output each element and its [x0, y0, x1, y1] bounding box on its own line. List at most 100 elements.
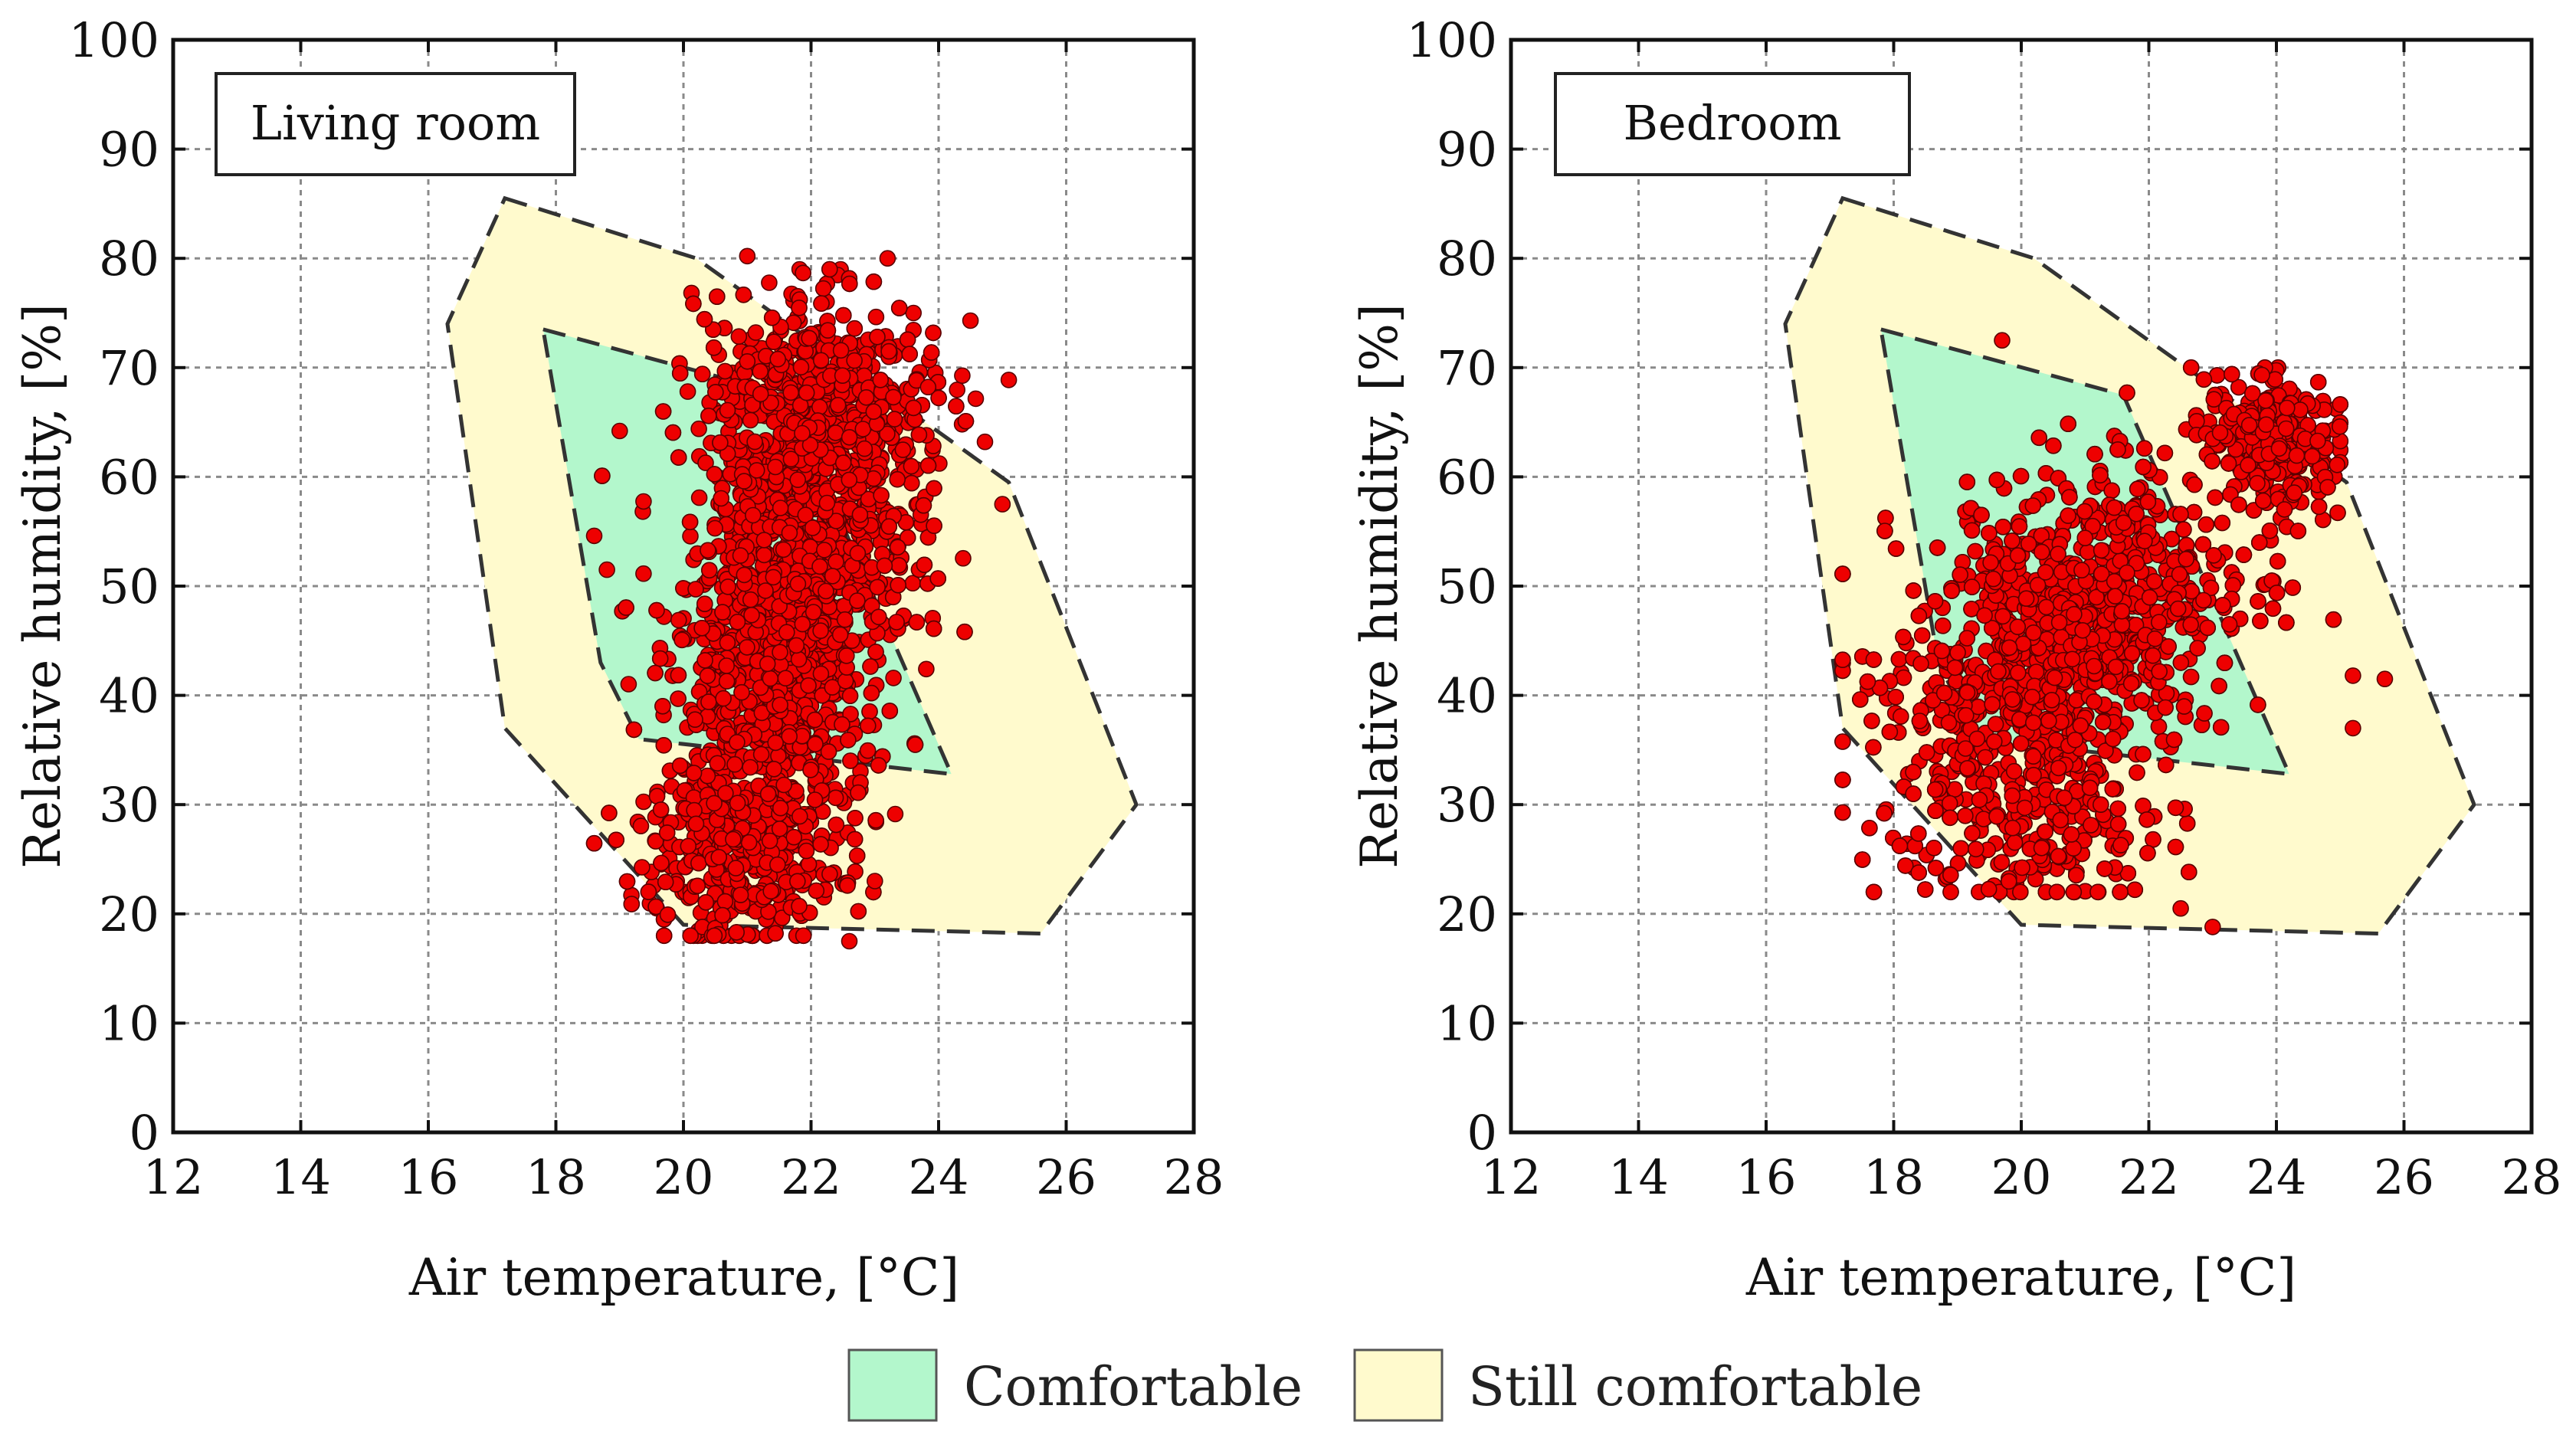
data-point [956, 623, 973, 641]
data-point [727, 860, 745, 876]
data-point [957, 412, 975, 430]
data-point [725, 831, 742, 848]
y-tick-label: 30 [99, 777, 159, 833]
data-point [697, 454, 714, 471]
data-point [873, 487, 890, 504]
data-point [886, 411, 903, 428]
data-point [794, 615, 811, 633]
data-point [714, 604, 731, 621]
data-point [709, 755, 726, 772]
data-point [842, 752, 859, 769]
data-point [742, 758, 759, 776]
data-point [812, 622, 829, 640]
data-point [846, 831, 864, 848]
data-point [730, 328, 748, 346]
data-point [700, 562, 718, 579]
data-point [700, 542, 716, 559]
data-point [808, 882, 825, 899]
data-point [899, 331, 916, 349]
y-axis-title: Relative humidity, [%] [13, 303, 72, 868]
data-point [812, 665, 830, 683]
data-point [925, 324, 942, 342]
data-point [841, 687, 859, 705]
data-point [827, 424, 844, 441]
data-point [916, 556, 933, 574]
data-point [611, 422, 628, 440]
data-point [759, 655, 776, 673]
data-point [682, 927, 700, 945]
data-point [819, 322, 837, 339]
data-point [811, 558, 828, 575]
data-point [761, 274, 778, 291]
data-point [828, 553, 844, 571]
data-point [889, 470, 906, 488]
data-point [635, 493, 652, 510]
data-point [867, 873, 883, 890]
data-point [910, 426, 928, 444]
data-point [652, 801, 670, 818]
data-point [962, 312, 979, 329]
data-point [679, 383, 696, 400]
data-point [785, 828, 802, 846]
data-point [653, 854, 670, 872]
data-point [929, 570, 946, 587]
data-point [890, 300, 908, 316]
data-point [772, 799, 789, 817]
data-point [632, 817, 650, 834]
data-point [789, 575, 807, 592]
data-point [841, 932, 858, 950]
data-point [620, 676, 637, 693]
data-point [733, 683, 750, 701]
data-point [879, 250, 896, 267]
data-point [890, 576, 906, 594]
y-tick-label: 10 [99, 995, 159, 1051]
data-point [839, 877, 856, 894]
data-point [598, 561, 615, 578]
chart-panel-bedroom: 12 14 16 18 20 22 24 26 280102030405060708090100… [1350, 12, 2561, 1307]
data-point [687, 581, 704, 598]
data-point [771, 821, 788, 837]
data-point [905, 399, 922, 417]
data-point [798, 842, 815, 860]
y-tick-label: 60 [99, 449, 159, 505]
chart-panel-living-room: 12 14 16 18 20 22 24 26 280102030405060708090100… [13, 12, 1224, 1307]
data-point [821, 260, 838, 278]
data-point [908, 614, 926, 631]
data-point [635, 565, 652, 582]
data-point [772, 696, 788, 713]
data-point [740, 834, 758, 851]
data-point [800, 856, 818, 873]
data-point [687, 711, 703, 729]
data-point [715, 690, 732, 707]
data-point [818, 494, 836, 512]
data-point [834, 367, 851, 385]
data-point [820, 743, 837, 760]
data-point [762, 670, 779, 687]
data-point [836, 611, 854, 628]
data-point [706, 466, 723, 483]
data-point [736, 473, 753, 490]
data-point [782, 384, 799, 401]
data-point [696, 595, 713, 613]
data-point [837, 673, 854, 690]
data-point [887, 805, 904, 823]
data-point [869, 578, 886, 596]
data-point [863, 684, 880, 702]
data-point [903, 474, 920, 492]
data-point [834, 454, 852, 471]
data-point [781, 524, 798, 542]
data-point [919, 378, 937, 396]
data-point [876, 557, 893, 575]
data-point [682, 528, 699, 545]
data-point [759, 785, 777, 803]
data-point [795, 927, 812, 945]
data-point [706, 927, 723, 945]
data-point [849, 592, 866, 609]
data-point [755, 532, 773, 549]
data-point [791, 808, 808, 825]
data-point [801, 329, 818, 347]
y-tick-label: 40 [99, 668, 159, 724]
data-point [865, 403, 883, 421]
data-point [841, 428, 858, 446]
data-point [832, 342, 850, 359]
